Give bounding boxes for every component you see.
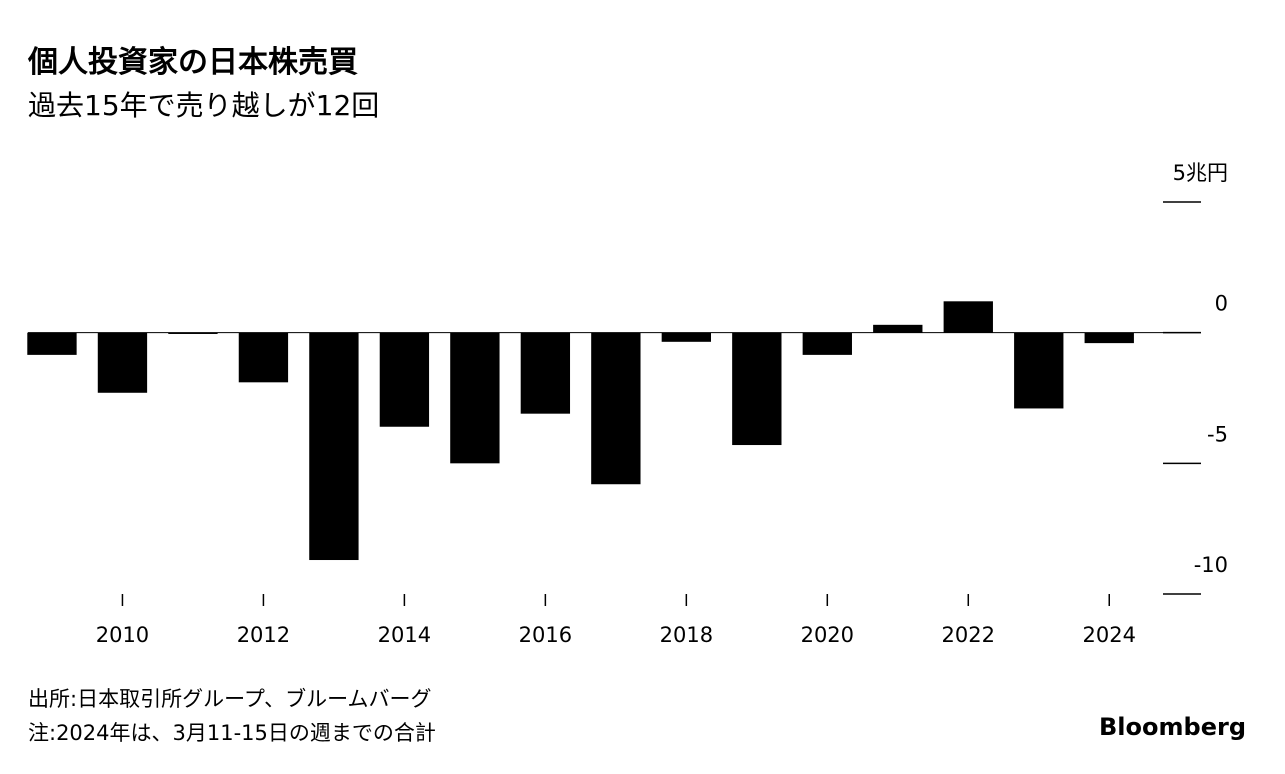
bar: [591, 332, 641, 485]
bar: [732, 332, 782, 446]
x-tick-label: 2018: [660, 623, 713, 647]
bar: [450, 332, 500, 464]
note: 注:2024年は、3月11-15日の週までの合計: [28, 721, 436, 745]
bar: [661, 332, 712, 342]
x-tick-label: 2020: [801, 623, 854, 647]
y-tick-label: 5兆円: [1173, 161, 1228, 185]
x-tick-label: 2022: [942, 623, 995, 647]
source: 出所:日本取引所グループ、ブルームバーグ: [28, 687, 432, 711]
x-tick-label: 2016: [519, 623, 572, 647]
bar: [1014, 332, 1064, 409]
x-tick-label: 2024: [1083, 623, 1136, 647]
bar: [379, 332, 430, 427]
bar: [943, 301, 993, 333]
bar: [873, 324, 923, 333]
y-tick-label: -5: [1207, 422, 1228, 446]
x-tick-label: 2010: [96, 623, 149, 647]
chart-subtitle: 過去15年で売り越しが12回: [28, 89, 379, 122]
bar: [27, 332, 77, 355]
chart-title: 個人投資家の日本株売買: [27, 45, 358, 80]
bar: [802, 332, 852, 355]
bar: [520, 332, 571, 414]
y-tick-label: -10: [1194, 553, 1228, 577]
logo: Bloomberg: [1099, 713, 1246, 741]
bar: [97, 332, 148, 393]
y-tick-label: 0: [1215, 292, 1228, 316]
bar: [238, 332, 289, 383]
x-tick-label: 2012: [237, 623, 290, 647]
x-tick-label: 2014: [378, 623, 431, 647]
bar: [1084, 332, 1134, 344]
bar: [168, 332, 218, 334]
bar: [309, 332, 359, 561]
